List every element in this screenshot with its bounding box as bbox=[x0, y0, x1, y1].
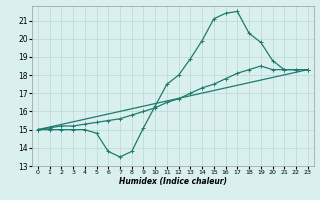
X-axis label: Humidex (Indice chaleur): Humidex (Indice chaleur) bbox=[119, 177, 227, 186]
